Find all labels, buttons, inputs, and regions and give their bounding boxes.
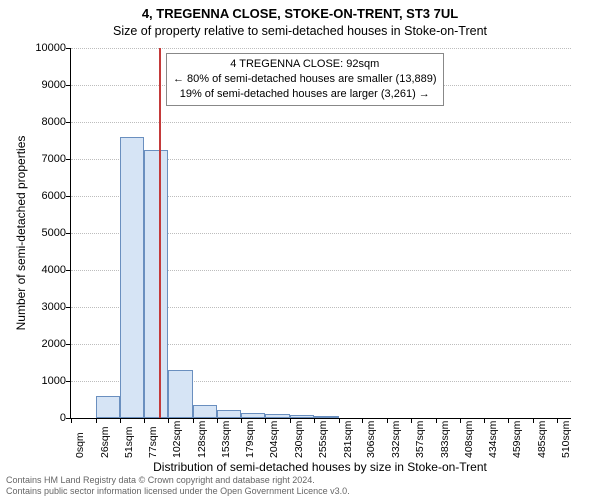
histogram-bar xyxy=(241,413,265,418)
y-tick-label: 4000 xyxy=(16,264,66,276)
x-tick-label: 204sqm xyxy=(268,421,280,458)
footer-line-1: Contains HM Land Registry data © Crown c… xyxy=(6,475,350,485)
x-tick-mark xyxy=(265,418,266,423)
x-tick-label: 153sqm xyxy=(220,421,232,458)
y-tick-mark xyxy=(66,307,71,308)
histogram-bar xyxy=(120,137,145,418)
histogram-bar xyxy=(168,370,193,418)
x-tick-mark xyxy=(339,418,340,423)
x-tick-mark xyxy=(168,418,169,423)
y-tick-label: 6000 xyxy=(16,190,66,202)
x-tick-label: 255sqm xyxy=(317,421,329,458)
x-tick-label: 485sqm xyxy=(536,421,548,458)
x-tick-label: 459sqm xyxy=(511,421,523,458)
histogram-bar xyxy=(144,150,168,418)
x-tick-mark xyxy=(120,418,121,423)
x-tick-mark xyxy=(314,418,315,423)
y-tick-mark xyxy=(66,159,71,160)
y-tick-label: 3000 xyxy=(16,301,66,313)
y-tick-label: 5000 xyxy=(16,227,66,239)
x-tick-label: 281sqm xyxy=(342,421,354,458)
x-tick-label: 102sqm xyxy=(171,421,183,458)
x-tick-label: 434sqm xyxy=(487,421,499,458)
x-tick-mark xyxy=(71,418,72,423)
x-tick-label: 357sqm xyxy=(414,421,426,458)
x-tick-mark xyxy=(217,418,218,423)
histogram-bar xyxy=(217,410,242,418)
y-tick-mark xyxy=(66,48,71,49)
y-tick-mark xyxy=(66,233,71,234)
gridline xyxy=(71,48,571,49)
y-tick-mark xyxy=(66,344,71,345)
x-tick-mark xyxy=(436,418,437,423)
x-tick-mark xyxy=(557,418,558,423)
x-tick-label: 306sqm xyxy=(365,421,377,458)
chart-title: 4, TREGENNA CLOSE, STOKE-ON-TRENT, ST3 7… xyxy=(0,6,600,21)
gridline xyxy=(71,122,571,123)
x-tick-mark xyxy=(193,418,194,423)
x-tick-label: 51sqm xyxy=(123,426,135,458)
x-tick-label: 26sqm xyxy=(99,426,111,458)
reference-line xyxy=(159,48,161,418)
x-tick-mark xyxy=(241,418,242,423)
y-tick-mark xyxy=(66,270,71,271)
x-tick-mark xyxy=(533,418,534,423)
x-tick-mark xyxy=(96,418,97,423)
plot-area: 4 TREGENNA CLOSE: 92sqm← 80% of semi-det… xyxy=(70,48,571,419)
histogram-bar xyxy=(314,416,339,418)
y-tick-mark xyxy=(66,122,71,123)
x-tick-label: 332sqm xyxy=(390,421,402,458)
y-tick-label: 2000 xyxy=(16,338,66,350)
y-tick-label: 7000 xyxy=(16,153,66,165)
x-tick-label: 408sqm xyxy=(463,421,475,458)
chart-container: 4, TREGENNA CLOSE, STOKE-ON-TRENT, ST3 7… xyxy=(0,0,600,500)
x-tick-mark xyxy=(460,418,461,423)
y-tick-mark xyxy=(66,196,71,197)
footer-line-2: Contains public sector information licen… xyxy=(6,486,350,496)
x-tick-mark xyxy=(362,418,363,423)
footer-attribution: Contains HM Land Registry data © Crown c… xyxy=(6,475,350,496)
x-axis-label: Distribution of semi-detached houses by … xyxy=(70,460,570,474)
y-tick-mark xyxy=(66,381,71,382)
histogram-bar xyxy=(193,405,217,418)
histogram-bar xyxy=(96,396,120,418)
y-tick-mark xyxy=(66,85,71,86)
histogram-bar xyxy=(265,414,290,418)
y-tick-label: 9000 xyxy=(16,79,66,91)
x-tick-label: 77sqm xyxy=(147,426,159,458)
x-tick-label: 128sqm xyxy=(196,421,208,458)
annotation-box: 4 TREGENNA CLOSE: 92sqm← 80% of semi-det… xyxy=(166,53,444,106)
y-tick-label: 1000 xyxy=(16,375,66,387)
x-tick-mark xyxy=(290,418,291,423)
x-tick-mark xyxy=(411,418,412,423)
y-tick-label: 0 xyxy=(16,412,66,424)
x-tick-label: 510sqm xyxy=(560,421,572,458)
y-tick-label: 8000 xyxy=(16,116,66,128)
x-tick-mark xyxy=(144,418,145,423)
x-tick-mark xyxy=(484,418,485,423)
histogram-bar xyxy=(290,415,314,418)
y-tick-label: 10000 xyxy=(16,42,66,54)
x-tick-mark xyxy=(508,418,509,423)
x-tick-label: 383sqm xyxy=(439,421,451,458)
x-tick-label: 230sqm xyxy=(293,421,305,458)
x-tick-label: 179sqm xyxy=(244,421,256,458)
annotation-line: 4 TREGENNA CLOSE: 92sqm xyxy=(173,57,437,72)
chart-subtitle: Size of property relative to semi-detach… xyxy=(0,24,600,38)
x-tick-mark xyxy=(387,418,388,423)
annotation-line: 19% of semi-detached houses are larger (… xyxy=(173,87,437,102)
x-tick-label: 0sqm xyxy=(74,432,86,458)
annotation-line: ← 80% of semi-detached houses are smalle… xyxy=(173,72,437,87)
